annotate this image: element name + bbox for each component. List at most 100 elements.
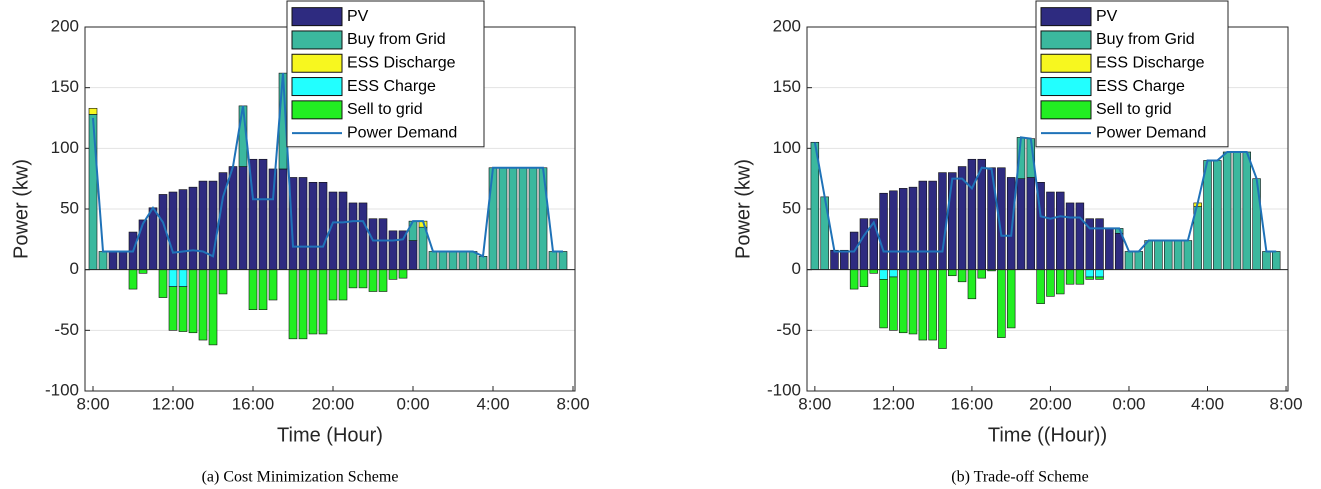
bar-segment — [1124, 251, 1134, 270]
bar-segment — [1203, 160, 1212, 270]
bar-segment — [1095, 276, 1104, 280]
legend-label: PV — [347, 8, 369, 25]
y-tick-label: 200 — [51, 16, 79, 35]
bar-segment — [178, 286, 188, 332]
bar-segment — [108, 251, 118, 270]
bar-segment — [128, 269, 138, 290]
bar-segment — [918, 180, 928, 270]
bar-segment — [198, 269, 208, 341]
y-axis-label: Power (kw) — [10, 159, 32, 259]
bar-segment — [88, 114, 98, 270]
bar-segment — [428, 251, 438, 270]
bar-segment — [859, 218, 869, 270]
bar-segment — [1114, 232, 1124, 270]
x-tick-label: 12:00 — [152, 394, 195, 413]
x-axis-label: Time (Hour) — [277, 424, 383, 446]
y-tick-label: -50 — [776, 320, 801, 339]
bar-segment — [1154, 240, 1163, 270]
bar-segment — [948, 172, 957, 270]
bar-segment — [1105, 228, 1114, 270]
legend: PV Buy from Grid ESS Discharge ESS Charge Se… — [286, 0, 485, 148]
y-tick-label: 100 — [773, 138, 801, 157]
bar-segment — [198, 180, 208, 270]
bar-segment — [338, 191, 348, 270]
bar-segment — [508, 167, 518, 270]
bar-segment — [938, 172, 947, 270]
legend-label: ESS Discharge — [1096, 54, 1205, 71]
legend: PV Buy from Grid ESS Discharge ESS Charge Se… — [1035, 0, 1229, 148]
demand-line — [813, 136, 1277, 253]
bar-segment — [308, 269, 318, 335]
y-tick-label: -100 — [45, 380, 79, 399]
bar-segment — [188, 186, 198, 270]
bar-segment — [268, 269, 278, 301]
bar-segment — [889, 276, 898, 331]
bar-segment — [1006, 177, 1016, 270]
bar-segment — [148, 207, 158, 270]
legend-swatch — [1040, 7, 1092, 27]
bar-segment — [518, 167, 528, 270]
bar-segment — [948, 269, 957, 277]
bar-segment — [378, 218, 388, 270]
bar-segment — [1271, 251, 1281, 270]
bar-segment — [938, 269, 947, 349]
x-tick-label: 16:00 — [232, 394, 275, 413]
bar-segment — [218, 269, 228, 295]
bar-segment — [1065, 202, 1075, 270]
y-tick-label: -50 — [54, 320, 79, 339]
legend-label: ESS Charge — [347, 78, 436, 95]
legend-swatch — [291, 77, 343, 97]
bar-segment — [558, 251, 568, 270]
bar-segment — [528, 167, 538, 270]
bar-segment — [977, 269, 986, 279]
bar-segment — [388, 269, 398, 280]
legend-label: PV — [1096, 8, 1118, 25]
bar-segment — [178, 189, 188, 270]
bar-segment — [258, 269, 268, 311]
bar-segment — [308, 182, 318, 270]
x-tick-label: 8:00 — [76, 394, 109, 413]
legend-label: Power Demand — [1096, 124, 1206, 141]
y-tick-label: 200 — [773, 16, 801, 35]
bar-segment — [1026, 177, 1036, 270]
legend-swatch — [291, 7, 343, 27]
x-tick-label: 8:00 — [556, 394, 589, 413]
demand-line — [92, 73, 563, 258]
bar-segment — [908, 186, 918, 270]
bar-segment — [118, 251, 128, 270]
bar-segment — [1173, 240, 1183, 270]
bar-segment — [1075, 269, 1085, 285]
bar-segment — [1016, 178, 1026, 270]
bar-segment — [1134, 251, 1144, 270]
bar-segment — [478, 256, 488, 270]
bar-segment — [1183, 240, 1193, 270]
legend-swatch — [291, 30, 343, 50]
bar-segment — [188, 269, 198, 334]
bar-segment — [138, 269, 148, 274]
bar-segment — [378, 269, 388, 292]
x-tick-label: 20:00 — [1029, 394, 1072, 413]
bar-segment — [898, 188, 908, 270]
bar-segment — [859, 269, 869, 287]
bar-segment — [338, 269, 348, 301]
bar-segment — [98, 251, 108, 270]
bar-segment — [997, 269, 1006, 338]
bar-segment — [208, 269, 218, 346]
bar-segment — [1085, 269, 1094, 278]
bar-segment — [178, 269, 188, 287]
bar-segment — [830, 249, 839, 270]
legend-label: Sell to grid — [347, 101, 423, 118]
bar-segment — [1242, 151, 1251, 270]
bar-segment — [368, 269, 378, 292]
bar-segment — [1036, 269, 1045, 304]
subplot: -100 -50 0 50 100 150 200 8:00 12:00 16:00 20:00 0:… — [10, 0, 590, 486]
bar-segment — [498, 167, 508, 270]
bar-segment — [849, 269, 859, 290]
legend-swatch — [1040, 30, 1092, 50]
y-tick-label: 0 — [70, 259, 79, 278]
caption: (a) Cost Minimization Scheme — [202, 469, 399, 486]
bar-segment — [398, 230, 408, 270]
y-axis-label: Power (kw) — [732, 159, 754, 259]
bar-segment — [1213, 160, 1222, 270]
x-tick-label: 16:00 — [951, 394, 994, 413]
